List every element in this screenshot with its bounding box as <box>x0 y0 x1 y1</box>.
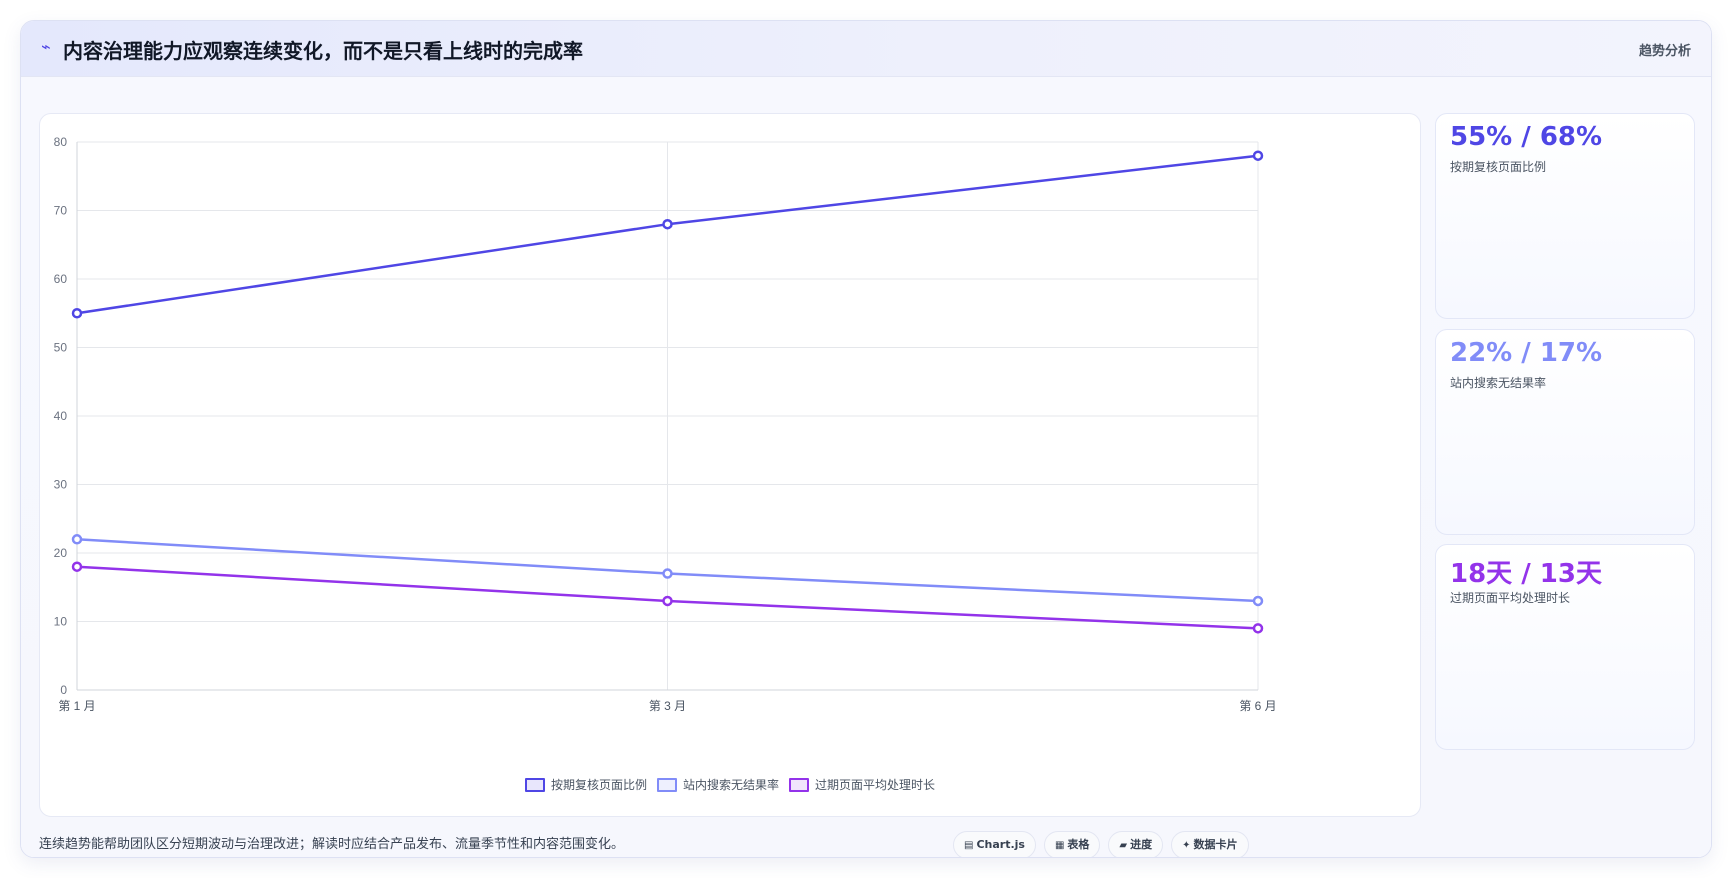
legend-item[interactable]: 站内搜索无结果率 <box>656 776 779 793</box>
legend-swatch <box>656 777 677 792</box>
x-tick-label: 第 3 月 <box>649 699 686 713</box>
chip-chartjs[interactable]: ▤ Chart.js <box>953 831 1036 857</box>
footer-note: 连续趋势能帮助团队区分短期波动与治理改进；解读时应结合产品发布、流量季节性和内容… <box>39 837 625 852</box>
page-title: 内容治理能力应观察连续变化，而不是只看上线时的完成率 <box>63 39 583 63</box>
y-tick-label: 60 <box>54 272 68 286</box>
chip-table[interactable]: ▦ 表格 <box>1043 831 1101 857</box>
data-point <box>71 308 83 319</box>
data-point <box>1252 623 1264 634</box>
stat-label: 按期复核页面比例 <box>1450 160 1547 174</box>
y-tick-label: 0 <box>60 683 67 697</box>
legend-swatch <box>789 777 809 792</box>
chip-label: 进度 <box>1130 838 1153 851</box>
legend-label: 过期页面平均处理时长 <box>815 778 936 792</box>
legend-swatch <box>524 777 545 792</box>
stat-value: 18天 / 13天 <box>1450 559 1602 589</box>
y-tick-label: 20 <box>54 546 68 560</box>
chip-label: 表格 <box>1067 838 1090 851</box>
sparkle-icon: ✦ <box>1182 840 1191 851</box>
chip-label: 数据卡片 <box>1193 838 1238 851</box>
legend-item[interactable]: 按期复核页面比例 <box>524 776 647 793</box>
stat-value: 55% / 68% <box>1450 122 1603 152</box>
data-point <box>1252 150 1264 161</box>
chip-row: ▤ Chart.js ▦ 表格 ▰ 进度 ✦ 数据卡片 <box>953 831 1257 857</box>
data-point <box>662 218 673 230</box>
chart-legend: 按期复核页面比例 站内搜索无结果率 过期页面平均处理时长 <box>40 776 1420 793</box>
legend-label: 按期复核页面比例 <box>550 778 647 792</box>
trend-card: ⌁ 内容治理能力应观察连续变化，而不是只看上线时的完成率 趋势分析 0 10 20 3… <box>20 20 1712 858</box>
x-tick-label: 第 6 月 <box>1239 699 1276 713</box>
data-point <box>1252 595 1264 607</box>
section-tag: 趋势分析 <box>1638 44 1691 59</box>
chip-data-cards[interactable]: ✦ 数据卡片 <box>1171 831 1249 857</box>
card-body: 0 10 20 30 40 50 60 70 80 第 1 月 第 3 月 第 6 月 按期复核页面比… <box>21 77 1711 857</box>
stat-card-handling-time: 18天 / 13天 过期页面平均处理时长 <box>1435 544 1695 750</box>
stat-label: 站内搜索无结果率 <box>1450 376 1547 390</box>
y-tick-label: 70 <box>54 204 68 218</box>
chart-icon: ▤ <box>964 840 974 851</box>
legend-item[interactable]: 过期页面平均处理时长 <box>789 776 935 793</box>
legend-label: 站内搜索无结果率 <box>682 778 779 792</box>
card-header: ⌁ 内容治理能力应观察连续变化，而不是只看上线时的完成率 趋势分析 <box>21 21 1711 77</box>
y-tick-label: 80 <box>54 135 68 149</box>
x-tick-label: 第 1 月 <box>58 699 95 713</box>
stat-value: 22% / 17% <box>1450 338 1603 368</box>
table-icon: ▦ <box>1054 840 1065 851</box>
chip-progress[interactable]: ▰ 进度 <box>1108 831 1164 857</box>
y-tick-label: 30 <box>54 478 68 492</box>
data-point <box>662 568 673 579</box>
y-tick-label: 10 <box>54 615 68 629</box>
data-point <box>71 561 83 572</box>
chart-panel: 0 10 20 30 40 50 60 70 80 第 1 月 第 3 月 第 6 月 按期复核页面比… <box>39 113 1421 817</box>
stat-card-no-result-rate: 22% / 17% 站内搜索无结果率 <box>1435 329 1695 535</box>
trend-icon: ⌁ <box>41 37 51 56</box>
progress-icon: ▰ <box>1119 840 1128 851</box>
data-point <box>71 534 83 545</box>
y-tick-label: 50 <box>54 341 68 355</box>
chip-label: Chart.js <box>976 838 1025 851</box>
y-tick-label: 40 <box>54 409 68 423</box>
stat-label: 过期页面平均处理时长 <box>1450 591 1571 605</box>
data-point <box>662 595 673 607</box>
stat-card-review-ratio: 55% / 68% 按期复核页面比例 <box>1435 113 1695 319</box>
line-chart: 0 10 20 30 40 50 60 70 80 第 1 月 第 3 月 第 6 月 <box>54 135 1277 713</box>
